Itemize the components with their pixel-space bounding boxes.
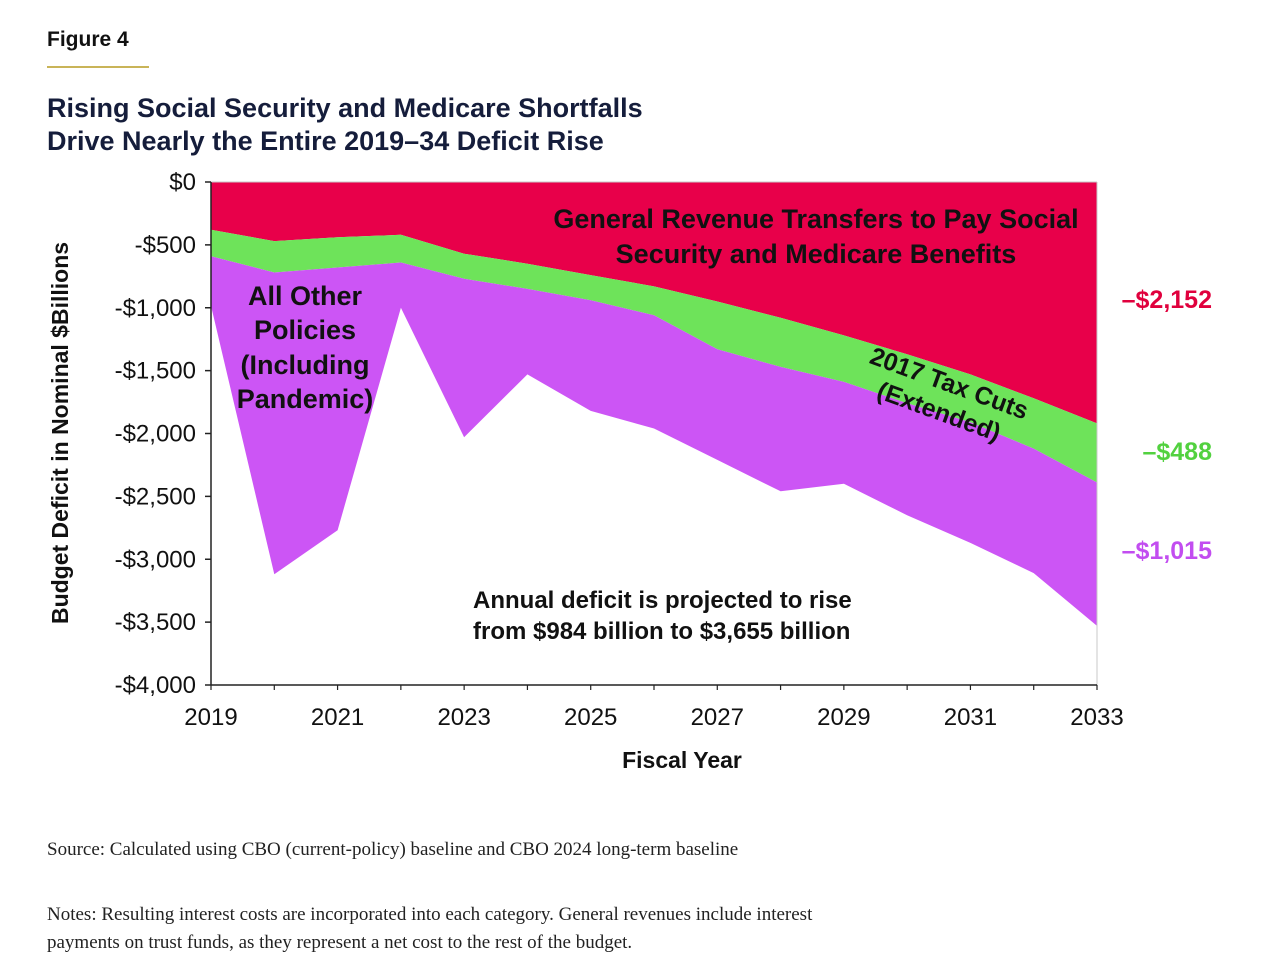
other-policies-annotation-line: All Other — [248, 281, 363, 311]
x-tick-label: 2027 — [691, 704, 744, 731]
other-policies-annotation-line: Pandemic) — [237, 384, 374, 414]
general-revenue-annotation: General Revenue Transfers to Pay Social … — [553, 204, 1078, 269]
end-label-other-policies: –$1,015 — [1122, 537, 1212, 565]
general-revenue-annotation-line: General Revenue Transfers to Pay Social — [553, 204, 1078, 234]
x-tick-label: 2025 — [564, 704, 617, 731]
x-axis-ticks: 2019 2021 2023 2025 2027 2029 2031 2033 — [184, 685, 1124, 731]
y-axis-label: Budget Deficit in Nominal $Billions — [47, 242, 73, 624]
y-tick-label: -$1,000 — [115, 295, 196, 322]
deficit-note-line: Annual deficit is projected to rise — [473, 587, 852, 614]
area-general-revenue — [211, 182, 1097, 424]
title-line-2: Drive Nearly the Entire 2019–34 Deficit … — [47, 126, 604, 156]
y-tick-label: -$3,500 — [115, 609, 196, 636]
area-other-policies — [211, 256, 1097, 626]
deficit-note-line: from $984 billion to $3,655 billion — [473, 618, 850, 645]
notes: Notes: Resulting interest costs are inco… — [47, 904, 813, 953]
chart-title: Rising Social Security and Medicare Shor… — [47, 92, 643, 158]
area-tax-cuts — [211, 229, 1097, 483]
x-axis-label: Fiscal Year — [622, 747, 742, 773]
x-tick-label: 2029 — [817, 704, 870, 731]
x-tick-label: 2021 — [311, 704, 364, 731]
other-policies-annotation: All Other Policies (Including Pandemic) — [237, 281, 374, 414]
end-label-tax-cuts: –$488 — [1142, 438, 1212, 466]
y-tick-label: -$2,500 — [115, 483, 196, 510]
x-tick-label: 2019 — [184, 704, 237, 731]
other-policies-annotation-line: (Including — [241, 350, 370, 380]
other-policies-annotation-line: Policies — [254, 315, 356, 345]
title-line-1: Rising Social Security and Medicare Shor… — [47, 93, 643, 123]
y-tick-label: -$500 — [135, 232, 196, 259]
figure-rule — [47, 66, 149, 68]
general-revenue-annotation-line: Security and Medicare Benefits — [616, 239, 1017, 269]
y-axis-ticks: $0 -$500 -$1,000 -$1,500 -$2,000 -$2,500 -$3,0… — [115, 169, 211, 699]
source-note: Source: Calculated using CBO (current-po… — [47, 839, 739, 860]
y-tick-label: -$4,000 — [115, 672, 196, 699]
area-layers — [211, 182, 1097, 626]
chart: $0 -$500 -$1,000 -$1,500 -$2,000 -$2,500 -$3,0… — [47, 169, 1212, 773]
deficit-note: Annual deficit is projected to rise from… — [473, 587, 852, 645]
y-tick-label: -$1,500 — [115, 358, 196, 385]
x-tick-label: 2033 — [1070, 704, 1123, 731]
x-tick-label: 2023 — [437, 704, 490, 731]
y-tick-label: -$2,000 — [115, 421, 196, 448]
figure-label: Figure 4 — [47, 28, 129, 51]
end-label-general-revenue: –$2,152 — [1122, 286, 1212, 314]
y-tick-label: $0 — [169, 169, 196, 196]
x-tick-label: 2031 — [944, 704, 997, 731]
y-tick-label: -$3,000 — [115, 546, 196, 573]
